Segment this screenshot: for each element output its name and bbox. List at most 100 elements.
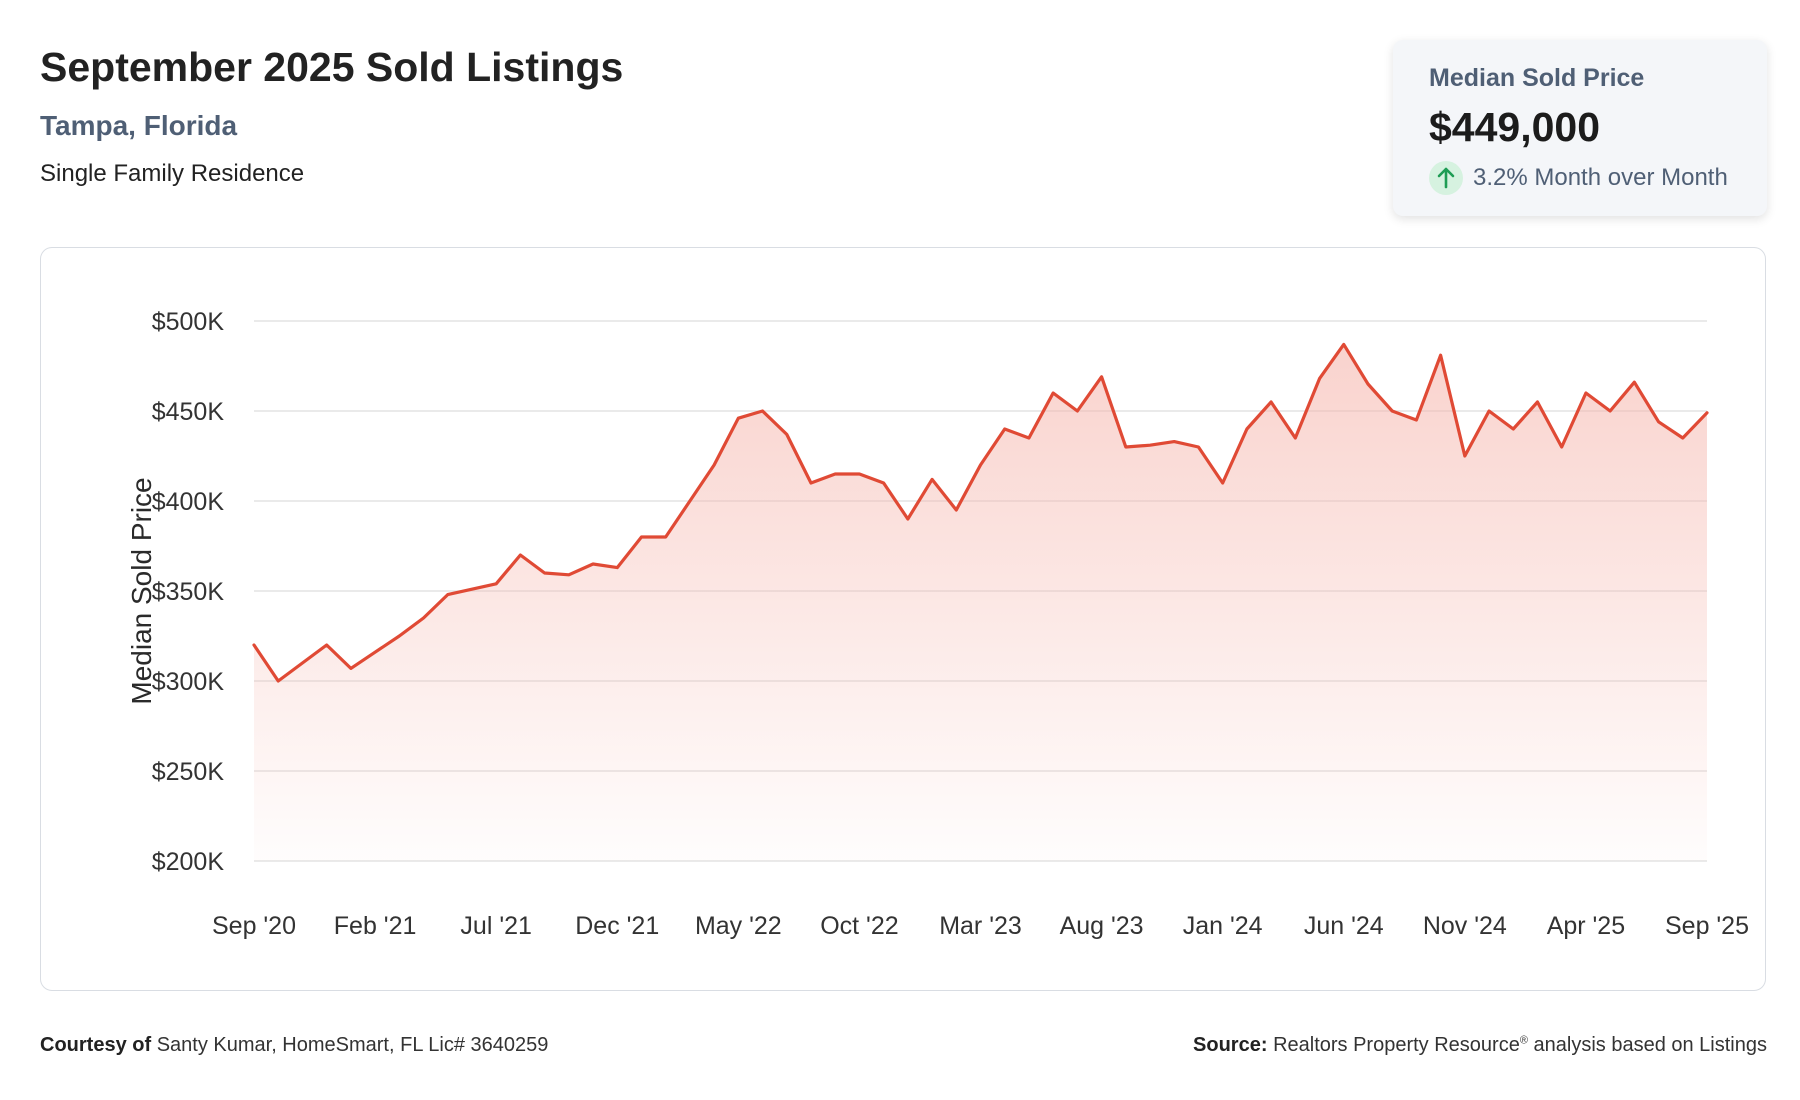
data-point[interactable] <box>976 460 986 470</box>
x-tick-label: Jun '24 <box>1304 912 1384 940</box>
data-point[interactable] <box>491 579 501 589</box>
data-point[interactable] <box>1024 433 1034 443</box>
median-price-chart: $200K $250K $300K $350K $400K $450K $500K Sep … <box>126 308 1749 940</box>
data-point[interactable] <box>1387 406 1397 416</box>
data-point[interactable] <box>758 406 768 416</box>
median-price-card: Median Sold Price $449,000 3.2% Month ov… <box>1393 40 1767 216</box>
data-point[interactable] <box>515 550 525 560</box>
price-area-fill <box>254 344 1707 861</box>
x-tick-label: Aug '23 <box>1060 912 1144 940</box>
registered-mark: ® <box>1519 1034 1528 1047</box>
data-point[interactable] <box>1460 451 1470 461</box>
data-point[interactable] <box>273 676 283 686</box>
data-point[interactable] <box>854 469 864 479</box>
courtesy-text: Santy Kumar, HomeSmart, FL Lic# 3640259 <box>156 1034 549 1056</box>
data-point[interactable] <box>346 663 356 673</box>
arrow-up-icon <box>1429 161 1463 195</box>
page-title: September 2025 Sold Listings <box>40 44 624 90</box>
data-point[interactable] <box>806 478 816 488</box>
x-tick-label: Sep '20 <box>212 912 296 940</box>
data-point[interactable] <box>419 613 429 623</box>
data-point[interactable] <box>1557 442 1567 452</box>
x-tick-label: Apr '25 <box>1547 912 1625 940</box>
x-tick-label: Dec '21 <box>575 912 659 940</box>
median-price-value: $449,000 <box>1429 104 1601 150</box>
y-tick-label: $450K <box>152 398 225 426</box>
data-point[interactable] <box>903 514 913 524</box>
data-point[interactable] <box>297 658 307 668</box>
courtesy-label: Courtesy of <box>40 1034 152 1056</box>
data-point[interactable] <box>1266 397 1276 407</box>
data-point[interactable] <box>564 570 574 580</box>
data-point[interactable] <box>1145 440 1155 450</box>
y-axis-title: Median Sold Price <box>126 477 157 704</box>
source-label: Source: <box>1193 1034 1268 1056</box>
data-point[interactable] <box>1193 442 1203 452</box>
data-point[interactable] <box>1581 388 1591 398</box>
data-point[interactable] <box>394 631 404 641</box>
x-tick-label: May '22 <box>695 912 782 940</box>
property-type-label: Single Family Residence <box>40 160 305 187</box>
data-point[interactable] <box>1290 433 1300 443</box>
x-tick-label: Jan '24 <box>1183 912 1263 940</box>
data-point[interactable] <box>879 478 889 488</box>
data-point[interactable] <box>1000 424 1010 434</box>
data-point[interactable] <box>1678 433 1688 443</box>
data-point[interactable] <box>1242 424 1252 434</box>
y-tick-label: $200K <box>152 848 225 876</box>
data-point[interactable] <box>1484 406 1494 416</box>
price-line <box>252 342 1709 683</box>
y-tick-label: $350K <box>152 578 225 606</box>
x-tick-label: Jul '21 <box>460 912 531 940</box>
data-point[interactable] <box>1072 406 1082 416</box>
data-point[interactable] <box>927 474 937 484</box>
data-point[interactable] <box>540 568 550 578</box>
source-footer: Source: Realtors Property Resource® anal… <box>1193 1034 1767 1057</box>
x-tick-label: Feb '21 <box>334 912 417 940</box>
data-point[interactable] <box>1121 442 1131 452</box>
y-tick-label: $250K <box>152 758 225 786</box>
data-point[interactable] <box>443 590 453 600</box>
data-point[interactable] <box>588 559 598 569</box>
data-point[interactable] <box>636 532 646 542</box>
data-point[interactable] <box>709 460 719 470</box>
data-point[interactable] <box>467 584 477 594</box>
x-tick-label: Mar '23 <box>939 912 1022 940</box>
data-point[interactable] <box>1048 388 1058 398</box>
courtesy-footer: Courtesy of Santy Kumar, HomeSmart, FL L… <box>40 1034 548 1057</box>
data-point[interactable] <box>612 563 622 573</box>
data-point[interactable] <box>1532 397 1542 407</box>
data-point[interactable] <box>782 429 792 439</box>
data-point[interactable] <box>1654 417 1664 427</box>
data-point[interactable] <box>661 532 671 542</box>
data-point[interactable] <box>249 640 259 650</box>
data-point[interactable] <box>1436 350 1446 360</box>
source-text: Realtors Property Resource <box>1273 1034 1520 1056</box>
month-over-month-change: 3.2% Month over Month <box>1473 164 1728 191</box>
x-tick-label: Oct '22 <box>820 912 898 940</box>
data-point[interactable] <box>1629 377 1639 387</box>
chart-panel: $200K $250K $300K $350K $400K $450K $500K Sep … <box>40 247 1766 991</box>
data-point[interactable] <box>830 469 840 479</box>
data-point[interactable] <box>1605 406 1615 416</box>
y-tick-label: $400K <box>152 488 225 516</box>
location-subtitle: Tampa, Florida <box>40 110 238 141</box>
x-tick-label: Nov '24 <box>1423 912 1507 940</box>
x-tick-label: Sep '25 <box>1665 912 1749 940</box>
data-point[interactable] <box>1339 339 1349 349</box>
data-point[interactable] <box>685 496 695 506</box>
data-point[interactable] <box>733 413 743 423</box>
data-point[interactable] <box>1218 478 1228 488</box>
data-point[interactable] <box>951 505 961 515</box>
data-point[interactable] <box>322 640 332 650</box>
y-tick-label: $500K <box>152 308 225 336</box>
data-point[interactable] <box>1508 424 1518 434</box>
data-point[interactable] <box>1169 437 1179 447</box>
median-price-label: Median Sold Price <box>1429 64 1645 92</box>
data-point[interactable] <box>1702 408 1712 418</box>
data-point[interactable] <box>1411 415 1421 425</box>
data-point[interactable] <box>370 647 380 657</box>
data-point[interactable] <box>1315 374 1325 384</box>
data-point[interactable] <box>1363 379 1373 389</box>
data-point[interactable] <box>1097 372 1107 382</box>
